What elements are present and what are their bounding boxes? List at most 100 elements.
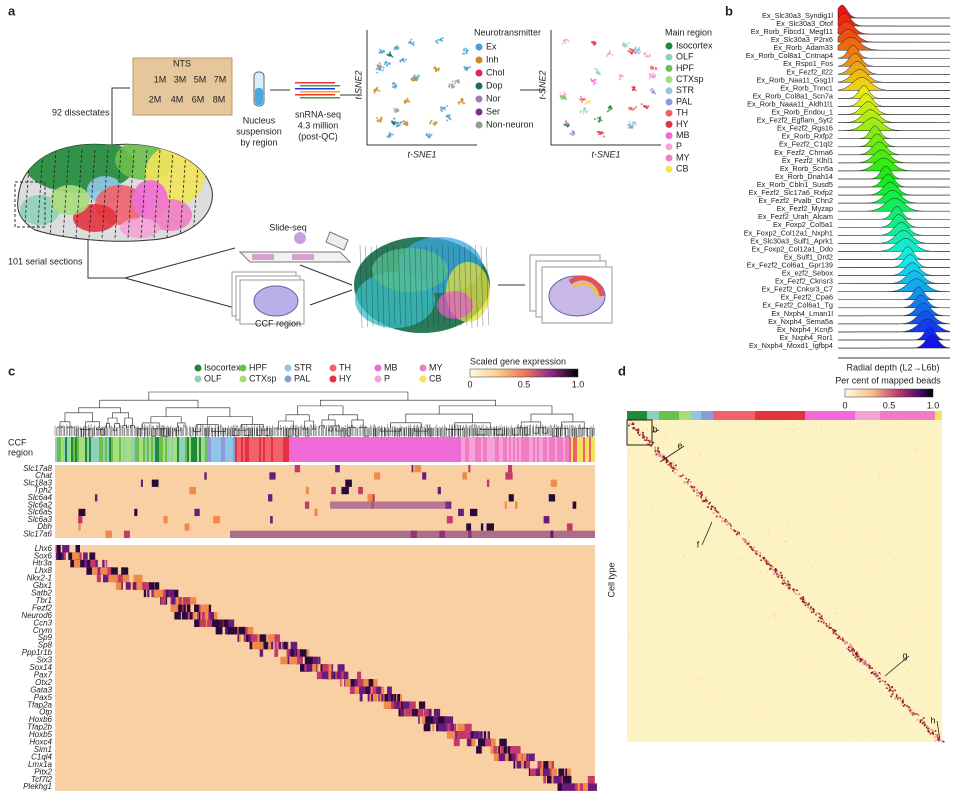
ccf-column: [197, 437, 199, 462]
tsne-point: [430, 119, 433, 122]
heatmap-cell: [558, 768, 565, 776]
ccf-column: [501, 437, 503, 462]
mapping-cell: [735, 533, 738, 536]
mapping-cell: [821, 617, 823, 620]
region-strip: [755, 411, 805, 420]
ccf-column: [205, 437, 207, 462]
brain-region: [20, 195, 60, 225]
mapping-cell: [879, 680, 881, 683]
mapping-cell: [772, 573, 775, 576]
gene-label: Pax5: [34, 693, 53, 702]
mapping-cell: [774, 572, 777, 574]
mapping-cell: [726, 523, 728, 526]
heatmap-cell: [262, 641, 268, 650]
mapping-noise: [734, 557, 736, 559]
mapping-cell: [680, 475, 682, 478]
heatmap-cell: [57, 545, 61, 553]
legend-swatch: [194, 375, 202, 383]
mapping-cell: [849, 645, 852, 647]
mapping-cell: [657, 449, 659, 452]
mapping-cell: [696, 492, 698, 494]
heatmap-cell: [247, 626, 254, 635]
heatmap-cell: [412, 708, 415, 717]
colorbar-tick-label: 0: [467, 379, 472, 389]
brain-3d-slice: [431, 245, 434, 328]
legend-swatch: [475, 43, 483, 51]
mapping-noise: [698, 630, 700, 632]
heatmap-cell: [483, 731, 487, 739]
gene-label: C1ql4: [31, 752, 52, 761]
tsne-point: [375, 68, 378, 71]
heatmap-cell: [96, 574, 101, 583]
region-strip: [880, 411, 935, 420]
callout-line: [701, 521, 713, 546]
legend-label: CTXsp: [249, 373, 277, 383]
mapping-cell: [890, 695, 892, 698]
nts-title: NTS: [173, 58, 191, 68]
tsne-point: [622, 44, 625, 47]
mapping-noise: [729, 650, 731, 652]
dendro-branch: [59, 421, 71, 428]
tsne-axes: [366, 30, 477, 146]
mapping-cell: [919, 721, 922, 723]
legend-swatch: [329, 364, 337, 372]
mapping-noise: [852, 497, 854, 499]
mapping-cell: [855, 653, 857, 656]
colorbar: [469, 368, 579, 378]
heatmap-cell: [226, 619, 235, 627]
y-axis-label: Cell type: [606, 562, 616, 597]
mapping-noise: [911, 610, 913, 612]
mapping-noise: [710, 701, 712, 703]
mapping-cell: [690, 481, 692, 483]
mapping-cell: [852, 654, 855, 656]
ccf-column: [347, 437, 349, 462]
ridge: [837, 238, 951, 252]
heatmap-cell: [213, 516, 221, 524]
mapping-noise: [841, 652, 843, 654]
heatmap-cell: [505, 472, 513, 480]
mapping-noise: [672, 607, 674, 609]
mapping-noise: [637, 735, 639, 737]
ccf-column: [415, 437, 417, 462]
dendro-branch: [207, 416, 253, 425]
mapping-cell: [693, 489, 695, 492]
mapping-noise: [780, 696, 782, 698]
brain-3d-slice: [403, 246, 407, 329]
legend-label: TH: [339, 362, 351, 372]
mapping-cell: [767, 561, 770, 564]
tsne-point: [638, 48, 641, 51]
heatmap-cell: [189, 597, 197, 605]
mapping-cell: [801, 597, 804, 599]
ccf-column: [107, 437, 109, 462]
tsne-point: [567, 40, 570, 43]
mapping-cell: [918, 714, 920, 716]
tsne-point: [441, 37, 444, 40]
ccf-column: [345, 437, 347, 462]
mapping-cell: [654, 451, 657, 454]
heatmap-cell: [304, 664, 307, 672]
heatmap-cell: [194, 619, 198, 627]
cell-type-label: Ex_Slc30a3_Sulf1_Aprk1: [750, 236, 833, 245]
region-strip: [805, 411, 855, 420]
mapping-noise: [781, 590, 783, 592]
ccf-column: [409, 437, 411, 462]
mapping-cell: [642, 431, 644, 434]
mapping-noise: [751, 710, 753, 712]
mapping-cell: [701, 500, 703, 503]
mapping-noise: [869, 524, 871, 526]
mapping-cell: [632, 422, 634, 425]
heatmap-cell: [436, 723, 440, 732]
mapping-noise: [774, 442, 776, 444]
mapping-cell: [744, 541, 747, 543]
tsne-point: [393, 107, 396, 110]
tsne-point: [654, 73, 657, 76]
mapping-noise: [728, 637, 730, 639]
heatmap-cell: [194, 508, 200, 517]
mapping-cell: [909, 707, 911, 709]
mapping-cell: [859, 658, 861, 660]
tsne-point: [594, 43, 597, 46]
ccf-column: [557, 437, 559, 462]
heatmap-cell: [409, 701, 416, 709]
tsne-point: [402, 123, 405, 126]
heatmap-cell: [327, 664, 330, 672]
